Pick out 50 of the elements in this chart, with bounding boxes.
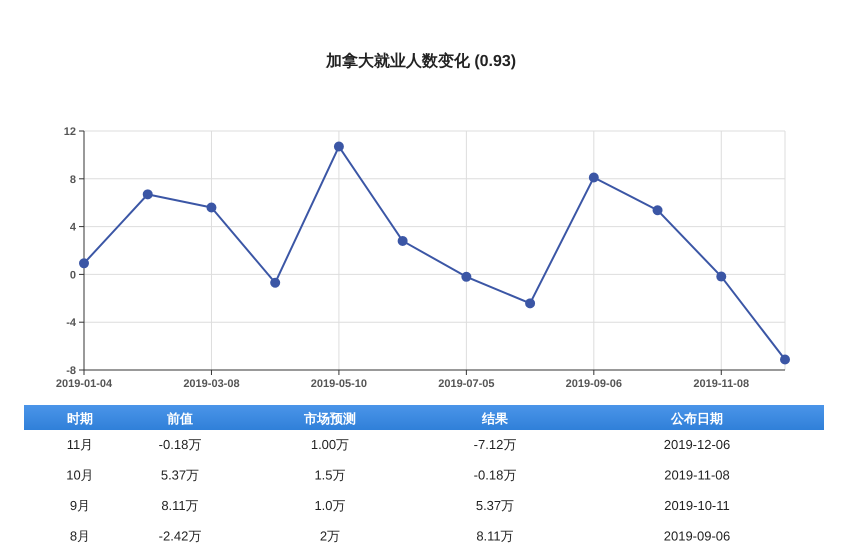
text: -0.18万	[158, 437, 202, 452]
text: 8.11万	[161, 498, 199, 513]
y-tick-label: 9月	[70, 498, 90, 513]
y-tick-label: -8	[66, 365, 76, 377]
point	[270, 278, 280, 288]
point	[780, 354, 790, 364]
text: 2019-12-06	[664, 437, 730, 452]
point	[461, 272, 472, 282]
point	[588, 172, 599, 182]
x-tick-label: 2019-09-06	[566, 378, 622, 390]
text: 1.00万	[310, 437, 350, 452]
x-tick-label: 2019-05-10	[310, 378, 368, 390]
x-tick-label: 公布日期	[670, 411, 723, 426]
text: 2019-09-06	[664, 528, 730, 544]
text: -7.12万	[474, 437, 516, 452]
text: 1.0万	[314, 498, 346, 513]
text: -0.18万	[474, 468, 516, 482]
text: 8.11万	[476, 528, 514, 544]
text: 5.37万	[476, 498, 514, 513]
point	[79, 258, 89, 268]
text: 2019-11-08	[664, 468, 730, 482]
y-tick-label: 0	[70, 269, 76, 282]
point	[652, 205, 663, 216]
x-tick-label: 2019-03-08	[183, 378, 240, 390]
y-tick-label: 10月	[66, 468, 94, 482]
text: 5.37万	[160, 468, 200, 482]
y-axis-title: 时期	[67, 411, 93, 426]
point	[334, 142, 344, 152]
text: 2万	[320, 528, 340, 544]
x-tick-label: 2019-07-05	[438, 378, 495, 390]
text: 2019-10-11	[664, 498, 730, 513]
point	[142, 189, 153, 200]
text: -2.42万	[158, 528, 202, 544]
point	[398, 236, 408, 246]
x-tick-label: 前值	[166, 411, 193, 426]
x-tick-label: 2019-11-08	[693, 378, 750, 390]
text: 1.5万	[314, 468, 346, 482]
point	[525, 298, 536, 308]
y-tick-label: 4	[70, 222, 77, 234]
y-tick-label: 8	[70, 174, 76, 186]
y-tick-label: 11月	[66, 437, 94, 452]
point	[206, 202, 216, 212]
x-tick-label: 市场预测	[303, 411, 356, 426]
point	[716, 272, 726, 282]
y-tick-label: -4	[66, 317, 77, 330]
x-tick-label: 2019-01-04	[56, 378, 114, 390]
chart-title: 加拿大就业人数变化 (0.93)	[324, 52, 516, 70]
y-tick-label: 8月	[70, 528, 90, 544]
y-tick-label: 12	[64, 126, 76, 138]
x-tick-label: 结果	[481, 411, 509, 426]
